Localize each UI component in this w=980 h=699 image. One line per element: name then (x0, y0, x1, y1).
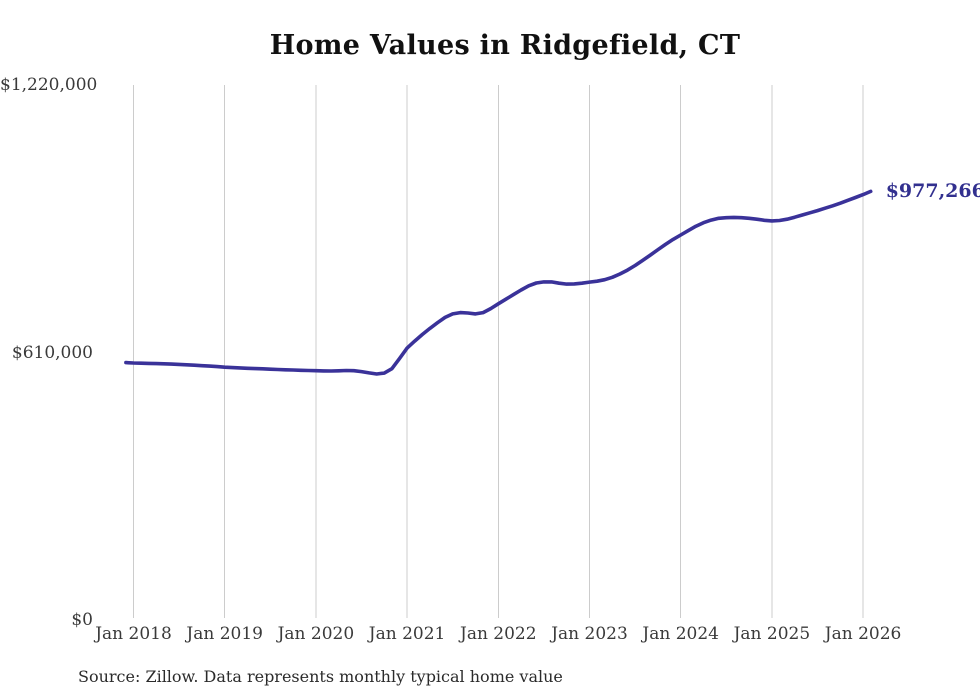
x-axis-tick-label: Jan 2019 (186, 624, 263, 644)
y-axis-tick-label: $1,220,000 (0, 75, 98, 95)
x-axis-tick-label: Jan 2022 (460, 624, 537, 644)
x-axis-tick-label: Jan 2025 (733, 624, 811, 644)
x-axis-tick-label: Jan 2024 (642, 624, 719, 644)
x-axis-tick-label: Jan 2021 (368, 624, 446, 644)
home-value-line (124, 189, 873, 376)
latest-value-label: $977,266 (885, 180, 980, 203)
y-axis-tick-label: $610,000 (11, 342, 93, 363)
source-note: Source: Zillow. Data represents monthly … (78, 667, 563, 686)
x-axis-tick-label: Jan 2020 (277, 624, 355, 644)
x-axis-tick-label: Jan 2023 (551, 624, 628, 644)
y-axis-tick-label: $0 (71, 610, 93, 630)
x-axis-tick-label: Jan 2026 (824, 624, 902, 644)
chart-title: Home Values in Ridgefield, CT (269, 30, 741, 61)
x-axis-tick-label: Jan 2018 (95, 624, 172, 644)
